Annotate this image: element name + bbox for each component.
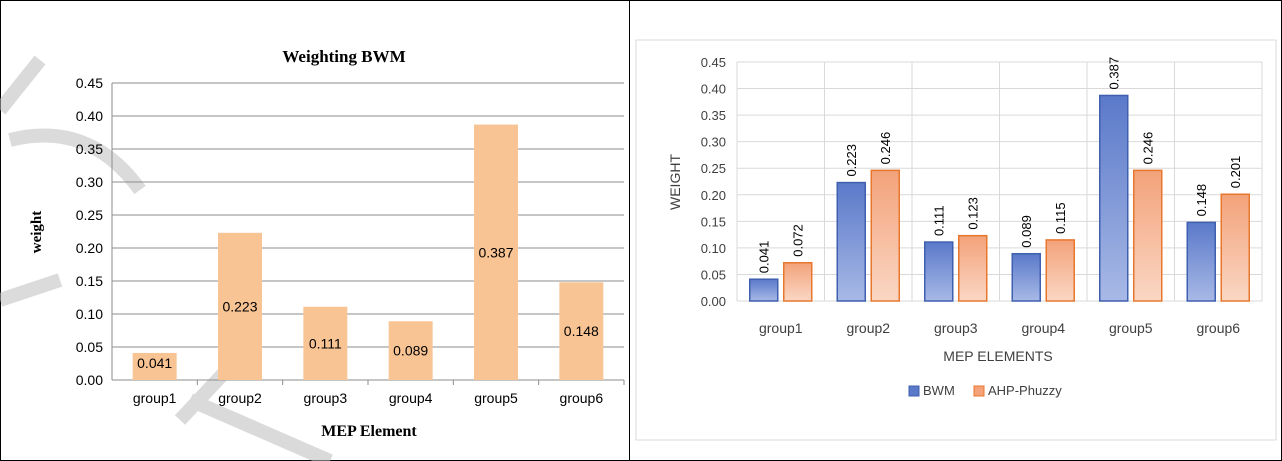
x-tick-label: group2 <box>218 390 262 406</box>
y-tick-label: 0.35 <box>701 108 726 123</box>
y-tick-label: 0.40 <box>76 108 103 124</box>
y-tick-label: 0.30 <box>76 174 103 190</box>
data-label: 0.089 <box>393 343 428 359</box>
gridlines <box>111 82 625 385</box>
x-tick-label: group6 <box>1196 320 1240 336</box>
bar-group6 <box>559 282 604 380</box>
data-label: 0.072 <box>791 224 806 257</box>
bar-bwm-group6 <box>1186 221 1216 302</box>
bar-ahp-group5 <box>1133 169 1163 302</box>
panel-divider <box>629 0 630 461</box>
data-label: 0.111 <box>309 335 342 351</box>
bar-ahp-group3 <box>958 234 988 302</box>
data-label: 0.115 <box>1053 202 1068 234</box>
legend-swatch-bwm <box>908 385 920 397</box>
bwm-weighting-chart: Weighting BWM 0.000.050.100.150.200.250.… <box>0 47 625 461</box>
x-tick-label: group2 <box>846 320 890 336</box>
y-tick-label: 0.25 <box>76 207 103 223</box>
y-tick-label: 0.05 <box>76 339 103 355</box>
bar-bwm-group3 <box>924 241 954 302</box>
legend-label-bwm: BWM <box>923 383 955 398</box>
gridlines <box>736 61 1263 302</box>
y-tick-label: 0.20 <box>701 188 726 203</box>
bar-ahp-group1 <box>783 262 813 302</box>
y-tick-label: 0.05 <box>701 267 726 282</box>
data-label: 0.123 <box>966 197 981 230</box>
legend-swatch-ahp <box>973 385 985 397</box>
y-tick-label: 0.30 <box>701 135 726 150</box>
data-label: 0.223 <box>844 144 859 177</box>
bwm-vs-ahp-chart: 0.00 0.05 0.10 0.15 0.20 0.25 0.30 0.35 0.40 0.45… <box>635 39 1277 441</box>
bar-ahp-group6 <box>1220 193 1250 302</box>
chart-area-border <box>635 39 1277 441</box>
y-tick-labels: 0.00 0.05 0.10 0.15 0.20 0.25 0.30 0.35 0.40 0.45 <box>701 55 726 309</box>
y-tick-label: 0.40 <box>701 82 726 97</box>
bar-group1 <box>132 352 177 380</box>
bar-bwm-group5 <box>1099 94 1129 302</box>
y-axis-label: weight <box>29 211 45 254</box>
y-tick-label: 0.10 <box>701 241 726 256</box>
y-tick-label: 0.35 <box>76 141 103 157</box>
data-labels: 0.041 0.072 0.223 0.246 0.111 0.123 0.089 0.115… <box>757 57 1244 273</box>
x-axis-label: MEP ELEMENTS <box>943 348 1052 364</box>
y-tick-label: 0.00 <box>701 294 726 309</box>
bar-group3 <box>303 306 348 380</box>
data-label: 0.148 <box>1194 184 1209 217</box>
bars <box>132 124 604 380</box>
data-label: 0.246 <box>878 132 893 165</box>
x-tick-label: group3 <box>304 390 348 406</box>
data-label: 0.111 <box>932 205 947 236</box>
data-label: 0.387 <box>478 244 513 260</box>
chart-title: Weighting BWM <box>282 47 405 66</box>
bars <box>749 94 1250 302</box>
y-tick-label: 0.45 <box>701 55 726 70</box>
y-tick-label: 0.20 <box>76 240 103 256</box>
x-tick-label: group4 <box>389 390 433 406</box>
x-tick-label: group5 <box>474 390 518 406</box>
bar-group4 <box>388 321 433 380</box>
data-label: 0.089 <box>1019 215 1034 248</box>
data-label: 0.246 <box>1141 132 1156 165</box>
y-tick-label: 0.15 <box>701 214 726 229</box>
x-tick-label: group4 <box>1021 320 1065 336</box>
bar-ahp-group4 <box>1045 239 1075 302</box>
y-tick-label: 0.15 <box>76 273 103 289</box>
data-labels: 0.041 0.223 0.111 0.089 0.387 0.148 <box>137 244 599 371</box>
legend: BWM AHP-Phuzzy <box>908 383 1062 398</box>
y-tick-label: 0.00 <box>76 372 103 388</box>
data-label: 0.041 <box>137 355 172 371</box>
y-tick-label: 0.25 <box>701 161 726 176</box>
x-tick-label: group1 <box>133 390 177 406</box>
x-axis-label: MEP Element <box>321 423 417 440</box>
bar-bwm-group4 <box>1011 252 1041 302</box>
data-label: 0.223 <box>222 298 257 314</box>
x-tick-label: group6 <box>560 390 604 406</box>
bar-bwm-group2 <box>836 181 866 302</box>
bar-bwm-group1 <box>749 278 779 302</box>
legend-label-ahp: AHP-Phuzzy <box>988 383 1062 398</box>
data-label: 0.387 <box>1107 57 1122 90</box>
y-tick-labels: 0.00 0.05 0.10 0.15 0.20 0.25 0.30 0.35 0.40 0.45 <box>76 75 103 388</box>
data-label: 0.041 <box>757 241 772 274</box>
x-tick-labels: group1 group2 group3 group4 group5 group6 <box>133 390 603 406</box>
data-label: 0.201 <box>1228 156 1243 189</box>
y-tick-label: 0.10 <box>76 306 103 322</box>
x-tick-label: group1 <box>759 320 803 336</box>
x-tick-labels: group1 group2 group3 group4 group5 group6 <box>759 320 1240 336</box>
bar-group2 <box>218 232 262 380</box>
y-axis-label: WEIGHT <box>667 154 683 210</box>
data-label: 0.148 <box>564 323 599 339</box>
x-tick-label: group5 <box>1109 320 1153 336</box>
bar-group5 <box>474 124 518 380</box>
y-tick-label: 0.45 <box>76 75 103 91</box>
bar-ahp-group2 <box>870 169 900 302</box>
x-tick-label: group3 <box>934 320 978 336</box>
